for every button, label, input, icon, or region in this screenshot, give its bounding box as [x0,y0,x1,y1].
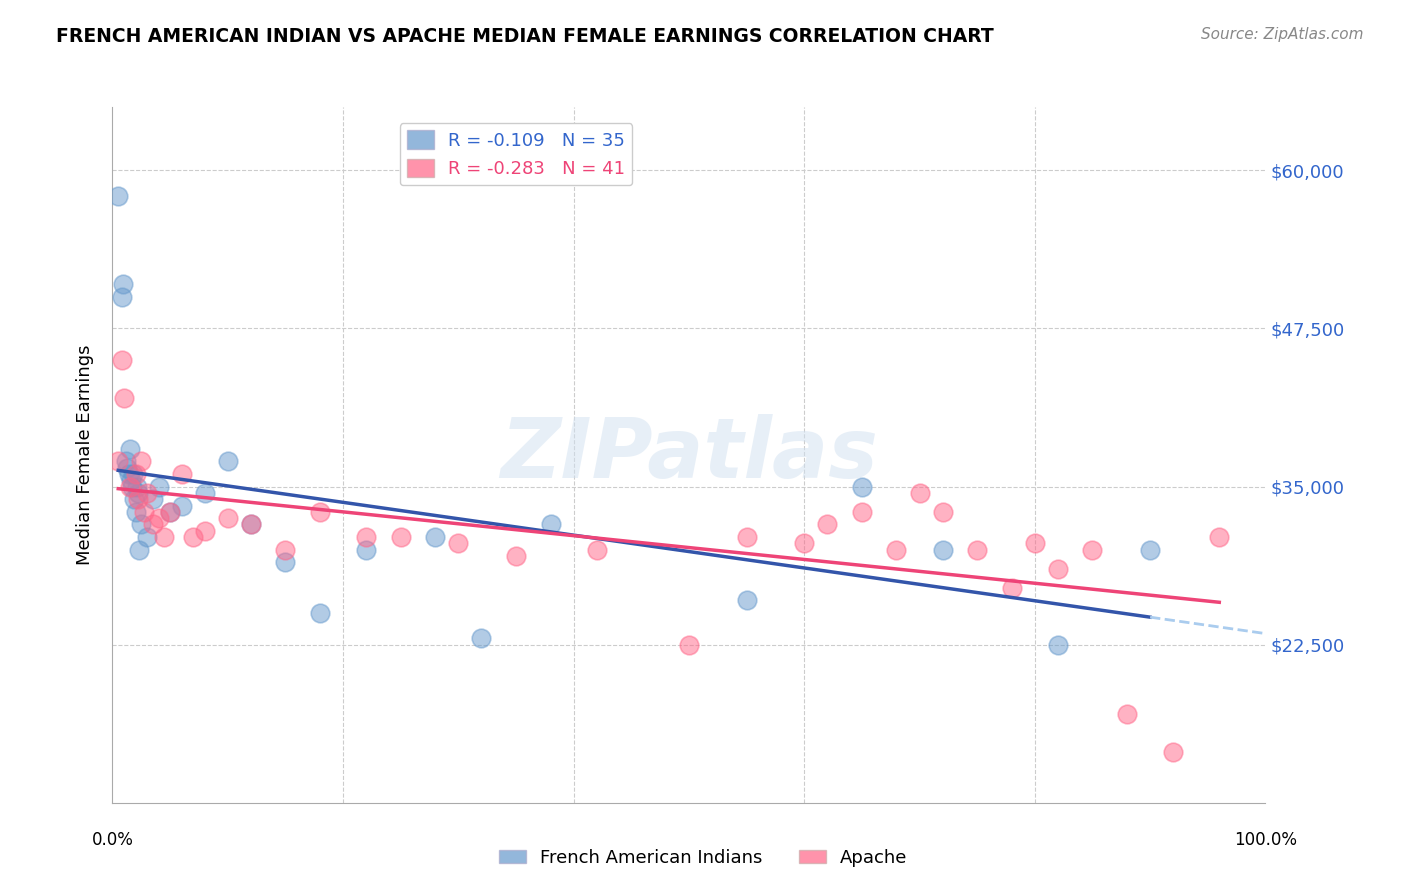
Point [931,505,953,519]
Point [309,606,332,620]
Point [309,505,332,519]
Point [908,486,931,500]
Point [239,517,262,532]
Text: 100.0%: 100.0% [1234,830,1296,848]
Point [1001,581,1024,595]
Point [239,517,262,532]
Point [470,632,492,646]
Point [124,467,146,481]
Point [117,460,139,475]
Point [117,467,139,481]
Point [115,454,138,468]
Point [274,556,297,570]
Point [132,505,155,519]
Point [128,542,150,557]
Point [1046,638,1069,652]
Point [153,530,176,544]
Point [118,442,141,456]
Point [217,454,239,468]
Point [120,473,142,487]
Point [136,486,159,500]
Point [931,542,953,557]
Point [181,530,204,544]
Point [194,486,217,500]
Point [111,277,134,292]
Point [142,492,165,507]
Point [447,536,470,550]
Point [1208,530,1230,544]
Point [142,517,165,532]
Point [136,530,159,544]
Point [966,542,988,557]
Point [124,492,146,507]
Point [129,454,153,468]
Point [851,479,873,493]
Point [678,638,700,652]
Point [148,479,170,493]
Text: FRENCH AMERICAN INDIAN VS APACHE MEDIAN FEMALE EARNINGS CORRELATION CHART: FRENCH AMERICAN INDIAN VS APACHE MEDIAN … [56,27,994,45]
Point [125,479,148,493]
Point [1161,745,1184,759]
Point [127,492,149,507]
Point [1139,542,1161,557]
Point [505,549,527,563]
Point [111,290,134,304]
Point [159,505,181,519]
Point [354,530,377,544]
Point [118,479,141,493]
Point [124,505,146,519]
Point [815,517,838,532]
Point [129,517,153,532]
Point [122,467,145,481]
Point [274,542,297,557]
Point [112,391,135,405]
Point [107,188,129,202]
Point [148,511,170,525]
Point [1046,562,1069,576]
Point [735,593,758,607]
Y-axis label: Median Female Earnings: Median Female Earnings [76,344,94,566]
Point [851,505,873,519]
Point [159,505,181,519]
Point [1116,707,1139,722]
Point [127,486,149,500]
Point [217,511,239,525]
Legend: R = -0.109   N = 35, R = -0.283   N = 41: R = -0.109 N = 35, R = -0.283 N = 41 [399,123,633,186]
Text: 0.0%: 0.0% [91,830,134,848]
Point [585,542,607,557]
Point [389,530,412,544]
Legend: French American Indians, Apache: French American Indians, Apache [491,842,915,874]
Point [111,353,134,368]
Point [886,542,908,557]
Point [170,467,193,481]
Point [1081,542,1104,557]
Point [1024,536,1046,550]
Point [107,454,129,468]
Point [425,530,447,544]
Point [121,479,143,493]
Point [170,499,193,513]
Text: ZIPatlas: ZIPatlas [501,415,877,495]
Point [354,542,377,557]
Point [735,530,758,544]
Point [540,517,562,532]
Point [793,536,815,550]
Text: Source: ZipAtlas.com: Source: ZipAtlas.com [1201,27,1364,42]
Point [194,524,217,538]
